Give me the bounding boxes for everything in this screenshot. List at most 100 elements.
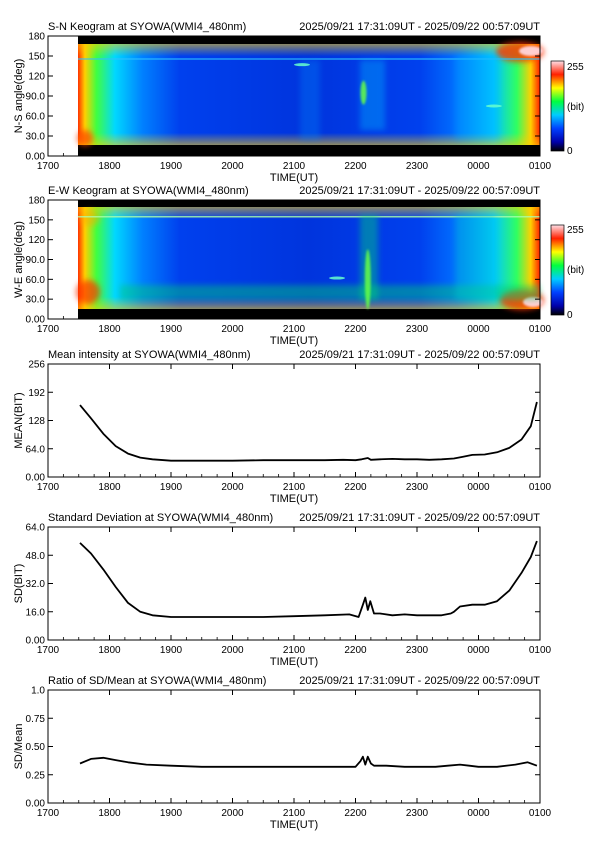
- std-dev-panel: Standard Deviation at SYOWA(WMI4_480nm) …: [13, 512, 552, 668]
- ratio-x-tick-label: 2200: [344, 808, 367, 819]
- sn-keogram-image: [48, 36, 544, 156]
- ew-x-tick-label: 1700: [37, 324, 60, 335]
- mean-y-tick-label: 0.00: [26, 473, 46, 484]
- ew-x-tick-label: 2100: [283, 324, 306, 335]
- ew-y-tick-label: 90.0: [26, 255, 46, 266]
- sn-keogram-title: S-N Keogram at SYOWA(WMI4_480nm): [48, 21, 246, 33]
- sd-x-tick-label: 2000: [221, 645, 244, 656]
- sn-colorbar-max: 255: [567, 62, 584, 73]
- sn-x-tick-label: 2100: [283, 161, 306, 172]
- ew-colorbar-max: 255: [567, 225, 584, 236]
- ew-colorbar-min: 0: [567, 310, 573, 321]
- ratio-axes: 1700 1800 1900 2000 2100 2200 2300 0000 0100 0.00…: [13, 686, 552, 832]
- sd-x-axis-label: TIME(UT): [270, 656, 318, 668]
- sd-x-tick-label: 0000: [467, 645, 490, 656]
- sd-title: Standard Deviation at SYOWA(WMI4_480nm): [48, 512, 273, 524]
- ratio-x-axis-label: TIME(UT): [270, 819, 318, 831]
- sn-x-tick-label: 1900: [160, 161, 183, 172]
- sd-y-axis-label: SD(BIT): [13, 564, 25, 604]
- sn-keogram-axes: 1700 1800 1900 2000 2100 2200 2300 0000 0100 0.00…: [13, 32, 552, 185]
- sn-x-tick-label: 2300: [406, 161, 429, 172]
- ew-y-tick-label: 180: [28, 196, 45, 207]
- sd-y-tick-label: 0.00: [26, 636, 46, 647]
- ratio-y-tick-label: 0.25: [26, 770, 46, 781]
- keogram-feature-arc: [360, 80, 367, 105]
- mean-time-range: 2025/09/21 17:31:09UT - 2025/09/22 00:57…: [299, 349, 540, 361]
- ratio-x-tick-label: 1700: [37, 808, 60, 819]
- ew-keogram-features: [329, 249, 371, 310]
- ratio-x-tick-label: 2300: [406, 808, 429, 819]
- sd-plot-frame: [47, 526, 541, 641]
- mean-series-line: [79, 401, 538, 462]
- ew-y-tick-label: 0.00: [26, 315, 46, 326]
- sn-x-tick-label: 2200: [344, 161, 367, 172]
- ew-keogram-title: E-W Keogram at SYOWA(WMI4_480nm): [48, 185, 249, 197]
- sd-x-tick-label: 2100: [283, 645, 306, 656]
- mean-intensity-panel: Mean intensity at SYOWA(WMI4_480nm) 2025…: [13, 349, 552, 505]
- sd-y-tick-label: 64.0: [26, 523, 46, 534]
- mean-x-tick-label: 0100: [529, 482, 552, 493]
- keogram-feature-streak: [485, 104, 502, 108]
- sn-keogram-features: [293, 63, 502, 108]
- mean-y-tick-label: 192: [28, 388, 45, 399]
- sn-x-tick-label: 1700: [37, 161, 60, 172]
- ratio-time-range: 2025/09/21 17:31:09UT - 2025/09/22 00:57…: [299, 675, 540, 687]
- ratio-plot-frame: [47, 689, 541, 804]
- sn-y-tick-label: 90.0: [26, 92, 46, 103]
- sn-x-tick-label: 0100: [529, 161, 552, 172]
- ratio-x-tick-label: 1800: [98, 808, 121, 819]
- ratio-series-line: [79, 755, 538, 768]
- ew-keogram-axes: 1700 1800 1900 2000 2100 2200 2300 0000 0100 0.00…: [13, 196, 552, 348]
- sd-axes: 1700 1800 1900 2000 2100 2200 2300 0000 0100 0.00…: [13, 523, 552, 669]
- ratio-y-tick-label: 0.50: [26, 742, 46, 753]
- sn-x-tick-label: 1800: [98, 161, 121, 172]
- mean-x-tick-label: 1900: [160, 482, 183, 493]
- sn-y-tick-label: 150: [28, 52, 45, 63]
- ew-x-tick-label: 0000: [467, 324, 490, 335]
- sd-x-tick-label: 2300: [406, 645, 429, 656]
- ratio-panel: Ratio of SD/Mean at SYOWA(WMI4_480nm) 20…: [13, 675, 552, 831]
- ratio-x-tick-label: 0100: [529, 808, 552, 819]
- sd-y-tick-label: 48.0: [26, 551, 46, 562]
- sd-y-tick-label: 32.0: [26, 579, 46, 590]
- sd-time-range: 2025/09/21 17:31:09UT - 2025/09/22 00:57…: [299, 512, 540, 524]
- ew-keogram-image: [48, 200, 544, 319]
- ew-y-tick-label: 30.0: [26, 295, 46, 306]
- mean-y-tick-label: 64.0: [26, 444, 46, 455]
- sn-y-axis-label: N-S angle(deg): [13, 59, 25, 134]
- ratio-y-tick-label: 0.00: [26, 799, 46, 810]
- sn-colorbar: 255 (bit) 0: [550, 60, 584, 157]
- sn-colorbar-min: 0: [567, 146, 573, 157]
- sn-x-tick-label: 2000: [221, 161, 244, 172]
- ew-x-tick-label: 1800: [98, 324, 121, 335]
- ratio-x-tick-label: 1900: [160, 808, 183, 819]
- mean-x-tick-label: 1800: [98, 482, 121, 493]
- sd-series-line: [79, 540, 538, 618]
- sd-y-tick-label: 16.0: [26, 607, 46, 618]
- ew-y-tick-label: 150: [28, 215, 45, 226]
- ew-keogram-panel: E-W Keogram at SYOWA(WMI4_480nm) 2025/09…: [13, 185, 584, 347]
- mean-title: Mean intensity at SYOWA(WMI4_480nm): [48, 349, 251, 361]
- sn-y-tick-label: 60.0: [26, 112, 46, 123]
- mean-x-tick-label: 2100: [283, 482, 306, 493]
- sn-x-tick-label: 0000: [467, 161, 490, 172]
- sn-y-tick-label: 0.00: [26, 152, 46, 163]
- ew-x-axis-label: TIME(UT): [270, 335, 318, 347]
- ew-x-tick-label: 0100: [529, 324, 552, 335]
- ew-x-tick-label: 2300: [406, 324, 429, 335]
- ew-y-tick-label: 60.0: [26, 275, 46, 286]
- ratio-y-tick-label: 0.75: [26, 714, 46, 725]
- mean-y-tick-label: 256: [28, 360, 45, 371]
- keogram-feature-streak: [293, 63, 310, 67]
- ratio-x-tick-label: 2000: [221, 808, 244, 819]
- sd-x-tick-label: 1800: [98, 645, 121, 656]
- sn-y-tick-label: 120: [28, 72, 45, 83]
- keogram-feature-arc: [364, 249, 371, 310]
- ratio-y-axis-label: SD/Mean: [13, 724, 25, 770]
- sn-y-tick-label: 30.0: [26, 132, 46, 143]
- keogram-feature-streak: [329, 276, 346, 280]
- ew-colorbar: 255 (bit) 0: [550, 224, 584, 321]
- mean-x-tick-label: 0000: [467, 482, 490, 493]
- mean-y-tick-label: 128: [28, 416, 45, 427]
